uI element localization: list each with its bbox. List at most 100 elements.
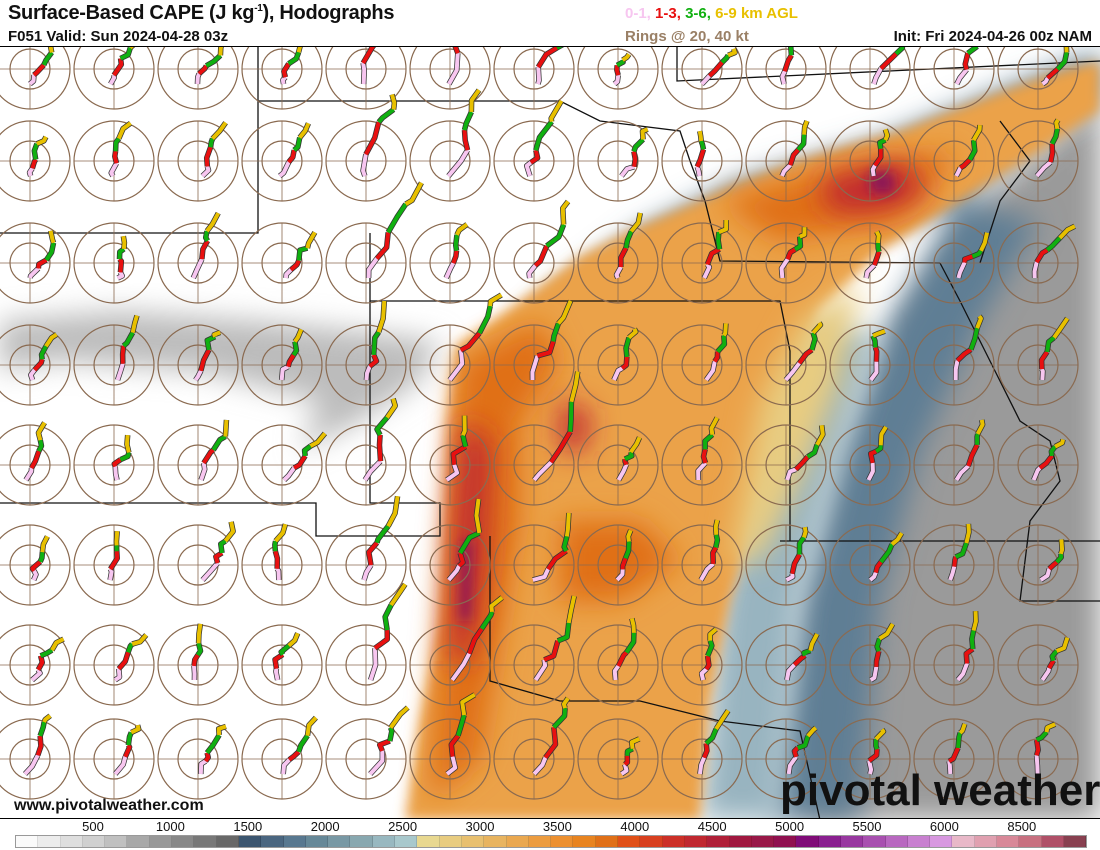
hodograph-segment [624,451,634,461]
hodograph [241,120,323,202]
hodograph-segment [697,130,704,142]
site-url[interactable]: www.pivotalweather.com [14,797,204,814]
colorbar-swatch [818,836,841,847]
hodograph-segment [786,755,798,775]
hodograph-segment [469,88,481,113]
pivotal-weather-logo: pivotal weather [780,766,1100,815]
hodograph-segment [218,539,227,554]
hodograph-axes [830,325,910,405]
hodograph-segment [289,259,301,272]
hodograph-segment [120,345,126,364]
hodograph-segment [113,137,121,152]
hodograph-axes [662,325,742,405]
hodograph-segment [273,668,280,681]
hodograph-segment [488,293,503,307]
hodograph-segment [532,756,548,776]
hodograph-grid [0,47,1079,800]
hodograph-segment [192,653,200,667]
hodograph [73,222,155,304]
colorbar-label: 500 [82,819,104,834]
hodograph-segment [877,138,887,150]
colorbar-swatch [640,836,663,847]
hodograph-segment [959,158,972,170]
hodograph-segment [792,746,800,758]
colorbar-swatch [863,836,886,847]
hodograph-axes [410,425,490,505]
hodograph-segment [524,160,533,177]
hodograph-segment [28,368,37,381]
hodograph-segment [1058,224,1076,240]
hodograph-segment [874,230,881,244]
hodograph-segment [808,633,819,652]
hodograph-segment [117,651,131,671]
hodograph-segment [549,430,572,464]
hodograph [745,624,827,706]
hodograph-segment [273,652,284,669]
hodograph-segment [806,726,818,738]
hodograph-segment [566,595,577,624]
hodograph-segment [36,421,47,441]
hodograph-segment [552,707,568,729]
hodograph-segment [130,724,141,735]
hodograph-segment [37,439,44,453]
colorbar-swatch [417,836,440,847]
hodograph-segment [794,236,803,252]
hodograph-axes [158,719,238,799]
hodograph-segment [785,467,797,481]
hodograph-axes [998,47,1078,109]
hodograph-segment [197,64,209,76]
hodograph [997,222,1079,304]
title-end: ), Hodographs [262,2,395,24]
colorbar-swatch [395,836,418,847]
hodograph-segment [727,48,737,58]
colorbar-swatch [885,836,908,847]
hodograph-segment [879,52,898,70]
hodograph-axes [494,625,574,705]
hodograph [829,324,911,406]
hodograph-segment [363,459,382,482]
hodograph-segment [302,444,312,457]
hodograph-segment [39,345,48,360]
hodograph-axes [242,525,322,605]
hodograph-axes [410,223,490,303]
hodograph-segment [36,258,48,269]
hodograph-segment [1032,261,1039,279]
hodograph-segment [696,461,707,481]
hodograph [409,595,504,706]
hodograph-segment [195,72,201,85]
hodograph-segment [119,451,131,462]
hodograph-segment [445,756,458,776]
hodograph-segment [620,356,629,370]
hodograph-segment [366,257,379,279]
hodograph-segment [292,137,302,152]
hodograph-segment [966,443,979,467]
hodograph [493,696,575,800]
hodograph-axes [410,325,490,405]
colorbar-swatch [216,836,239,847]
hodograph-segment [713,519,720,535]
hodograph [493,371,581,506]
hodograph-segment [529,149,540,165]
hodograph [577,424,659,506]
hodograph-segment [474,498,482,534]
hodograph-segment [797,536,806,555]
hodograph-segment [208,137,215,148]
hodograph [325,582,408,706]
hodograph-axes [242,719,322,799]
hodograph-segment [35,735,43,756]
hodograph [577,617,659,706]
colorbar-swatch [684,836,708,847]
hodograph-segment [720,54,730,64]
hodograph-axes [0,719,70,799]
hodograph [661,219,743,304]
hodograph-segment [624,632,636,654]
hodograph-segment [701,448,708,464]
hodograph-axes [410,625,490,705]
valid-time: F051 Valid: Sun 2024-04-28 03z [8,28,229,45]
hodograph-segment [453,234,459,251]
hodograph-axes [242,223,322,303]
legend-1-3: 1-3, [655,5,681,22]
hodograph-segment [968,139,977,161]
hodograph-segment [42,714,52,723]
hodograph-segment [963,52,970,71]
